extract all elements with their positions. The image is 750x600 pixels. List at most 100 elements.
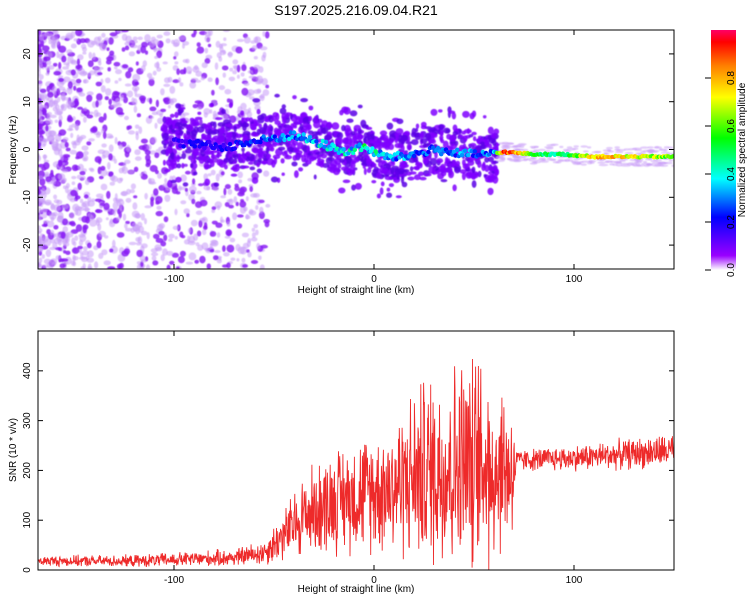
spectrogram-ridge-point <box>469 149 474 154</box>
spectrogram-band-blob <box>228 156 234 165</box>
spectrogram-noise-blob <box>57 159 63 166</box>
spectrogram-noise-blob <box>163 31 171 36</box>
spectrogram-noise-blob <box>70 43 77 49</box>
spectrogram-band-blob <box>462 110 470 118</box>
spectrogram-band-blob <box>458 134 463 138</box>
spectrogram-band-blob <box>335 137 344 145</box>
spectrogram-noise-blob <box>251 232 256 239</box>
spectrogram-noise-blob <box>73 85 77 91</box>
spectrogram-band-blob <box>173 119 180 123</box>
spectrogram-band-blob <box>256 162 261 168</box>
spectrogram-noise-blob <box>38 235 42 244</box>
spectrogram-band-blob <box>226 132 233 139</box>
spectrogram-halo-blob <box>636 159 644 163</box>
spectrogram-band-blob <box>487 187 494 196</box>
spectrogram-noise-blob <box>253 64 261 70</box>
spectrogram-halo-blob <box>651 162 657 165</box>
spectrogram-noise-blob <box>235 46 243 54</box>
spectrogram-noise-blob <box>226 262 231 269</box>
spectrogram-noise-blob <box>137 36 143 41</box>
spectrogram-noise-blob <box>48 65 55 70</box>
spectrogram-noise-blob <box>129 189 135 194</box>
spectrogram-band-blob <box>321 127 329 135</box>
spectrogram-noise-blob <box>98 41 104 48</box>
spectrogram-y-axis-label: Frequency (Hz) <box>8 116 19 185</box>
spectrogram-band-blob <box>492 175 499 184</box>
spectrogram-noise-blob <box>98 230 106 238</box>
spectrogram-noise-blob <box>259 46 268 51</box>
spectrogram-noise-blob <box>76 174 82 180</box>
spectrogram-band-blob <box>479 141 485 146</box>
spectrogram-noise-blob <box>232 59 239 65</box>
spectrogram-band-blob <box>224 164 228 170</box>
spectrogram-noise-blob <box>49 212 57 220</box>
spectrogram-band-blob <box>313 120 321 129</box>
spectrogram-noise-blob <box>45 176 52 183</box>
spectrogram-noise-blob <box>108 135 114 139</box>
spectrogram-halo-blob <box>640 146 649 149</box>
spectrogram-band-blob <box>223 119 231 125</box>
spectrogram-band-blob <box>454 166 461 174</box>
spectrogram-ridge-point <box>451 149 457 154</box>
spectrogram-band-blob <box>272 154 281 159</box>
spectrogram-ridge-point <box>301 132 306 137</box>
spectrogram-ridge-point <box>202 146 207 151</box>
spectrogram-band-blob <box>248 117 254 123</box>
spectrogram-noise-blob <box>112 208 117 216</box>
spectrogram-halo-blob <box>603 152 608 155</box>
spectrogram-noise-blob <box>151 255 157 261</box>
spectrogram-noise-blob <box>224 202 230 207</box>
spectrogram-noise-blob <box>73 38 78 42</box>
spectrogram-ridge-point <box>287 136 292 142</box>
spectrogram-noise-blob <box>255 80 263 85</box>
spectrogram-halo-blob <box>650 160 659 163</box>
spectrogram-noise-blob <box>162 97 170 103</box>
spectrogram-noise-blob <box>240 72 245 77</box>
spectrogram-band-blob <box>471 171 479 179</box>
spectrogram-noise-blob <box>236 64 241 73</box>
spectrogram-band-blob <box>367 143 374 148</box>
spectrogram-noise-blob <box>77 245 83 250</box>
spectrogram-noise-blob <box>74 206 83 211</box>
spectrogram-band-blob <box>175 176 182 183</box>
spectrogram-noise-blob <box>140 213 145 221</box>
spectrogram-noise-blob <box>132 36 138 41</box>
spectrogram-noise-blob <box>228 198 234 205</box>
spectrogram-noise-blob <box>51 138 55 145</box>
spectrogram-halo-blob <box>616 164 623 167</box>
spectrogram-noise-blob <box>241 87 249 96</box>
spectrogram-ridge-point <box>472 149 477 154</box>
spectrogram-noise-blob <box>207 77 213 82</box>
spectrogram-y-tick-label: -10 <box>22 190 33 205</box>
spectrogram-noise-blob <box>265 84 270 89</box>
spectrogram-noise-blob <box>60 104 65 110</box>
spectrogram-noise-blob <box>149 115 154 119</box>
spectrogram-noise-blob <box>58 114 63 122</box>
spectrogram-noise-blob <box>211 209 216 213</box>
spectrogram-band-blob <box>414 128 419 133</box>
spectrogram-noise-blob <box>116 216 121 221</box>
spectrogram-noise-blob <box>83 150 89 156</box>
spectrogram-noise-blob <box>93 36 101 45</box>
spectrogram-ridge-point <box>314 139 319 144</box>
spectrogram-noise-blob <box>43 62 47 68</box>
spectrogram-noise-blob <box>235 243 241 252</box>
spectrogram-noise-blob <box>198 220 203 228</box>
spectrogram-noise-blob <box>62 226 69 233</box>
spectrogram-noise-blob <box>253 224 258 229</box>
spectrogram-band-blob <box>257 158 262 163</box>
spectrogram-noise-blob <box>62 66 70 70</box>
spectrogram-noise-blob <box>214 250 221 253</box>
spectrogram-halo-blob <box>583 150 589 153</box>
spectrogram-band-blob <box>363 132 369 139</box>
spectrogram-ridge-point <box>227 141 233 147</box>
spectrogram-band-blob <box>363 154 369 158</box>
spectrogram-ridge-point <box>207 139 212 145</box>
spectrogram-noise-blob <box>51 261 57 266</box>
spectrogram-noise-blob <box>203 173 208 181</box>
spectrogram-noise-blob <box>209 109 213 114</box>
spectrogram-noise-blob <box>119 202 123 211</box>
spectrogram-band-blob <box>264 142 272 148</box>
spectrogram-noise-blob <box>179 250 186 257</box>
spectrogram-halo-blob <box>573 157 581 161</box>
